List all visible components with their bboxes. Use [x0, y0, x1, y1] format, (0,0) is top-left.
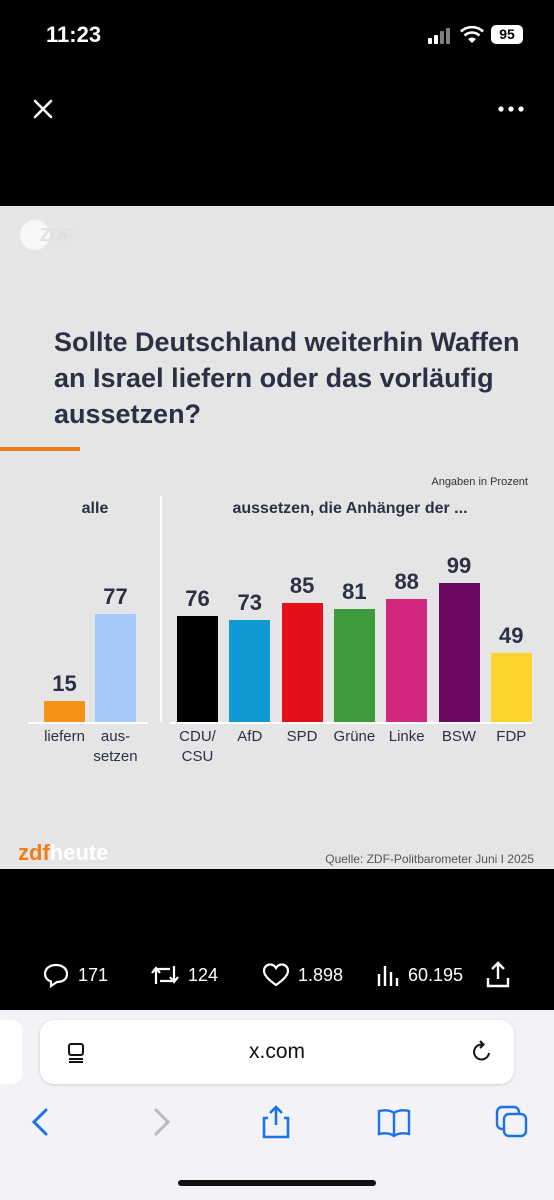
- bar-aussetzen: [95, 614, 136, 722]
- page-menu-icon[interactable]: [66, 1042, 86, 1064]
- bar-value-label: 15: [52, 671, 77, 696]
- category-label: liefern: [44, 728, 85, 745]
- bar-spd: [281, 603, 323, 722]
- reply-count: 171: [78, 964, 109, 985]
- category-label: aus- setzen: [93, 728, 138, 765]
- bookmarks-icon[interactable]: [376, 1104, 412, 1140]
- reply-button[interactable]: 171: [42, 962, 108, 988]
- category-label: FDP: [496, 728, 527, 745]
- right-chart-heading: aussetzen, die Anhänger der ...: [232, 500, 468, 517]
- share-icon[interactable]: [484, 960, 512, 990]
- bar-liefern: [44, 701, 85, 722]
- heart-icon: [262, 963, 290, 987]
- category-label: Linke: [388, 728, 425, 745]
- post-image[interactable]: ZDF Sollte Deutschland weiterhin Waffen …: [0, 206, 554, 869]
- views-icon: [377, 966, 399, 986]
- reload-icon[interactable]: [470, 1040, 494, 1064]
- category-label: BSW: [441, 728, 477, 745]
- bar-bsw: [438, 583, 480, 722]
- forward-icon[interactable]: [142, 1104, 178, 1140]
- like-button[interactable]: 1.898: [262, 962, 343, 988]
- repost-count: 124: [188, 964, 219, 985]
- share-sheet-icon[interactable]: [258, 1104, 294, 1140]
- bar-value-label: 76: [185, 585, 210, 611]
- bar-grüne: [333, 608, 375, 722]
- tabs-icon[interactable]: [494, 1104, 530, 1140]
- bar-value-label: 85: [289, 573, 315, 598]
- wifi-icon: [460, 26, 484, 43]
- close-icon[interactable]: [28, 94, 58, 124]
- category-label: AfD: [237, 728, 263, 745]
- bar-cducsu: [177, 615, 218, 722]
- views-count: 60.195: [408, 964, 464, 985]
- left-chart-heading: alle: [81, 500, 109, 517]
- back-icon[interactable]: [24, 1104, 60, 1140]
- chart-divider: [160, 496, 162, 722]
- chart-headline: Sollte Deutschland weiterhin Waffen an I…: [54, 327, 520, 429]
- bar-fdp: [490, 653, 532, 722]
- category-label: CDU/ CSU: [179, 728, 216, 765]
- zdf-logo: ZDF: [20, 220, 80, 250]
- bar-value-label: 49: [499, 623, 524, 649]
- bar-afd: [229, 619, 271, 722]
- battery-indicator: 95: [491, 25, 523, 44]
- status-time: 11:23: [46, 22, 102, 47]
- more-options-icon[interactable]: [495, 100, 527, 118]
- bar-value-label: 88: [394, 568, 419, 594]
- previous-tab-preview[interactable]: [0, 1020, 22, 1084]
- zdfheute-logo: zdfheute: [18, 840, 109, 865]
- bar-chart: 15 liefern 77 aus- setzen 76 CDU/ CSU 73 AfD 85 S…: [0, 206, 554, 869]
- views-button[interactable]: 60.195: [376, 962, 463, 988]
- bar-value-label: 99: [446, 553, 472, 579]
- accent-line: [0, 447, 80, 451]
- source-note: Quelle: ZDF-Politbarometer Juni I 2025: [325, 852, 534, 866]
- address-bar[interactable]: x.com: [40, 1020, 514, 1084]
- bar-value-label: 77: [103, 584, 128, 610]
- repost-icon: [151, 966, 179, 984]
- bar-value-label: 81: [342, 578, 367, 604]
- category-label: Grüne: [333, 728, 376, 745]
- bar-linke: [386, 598, 428, 722]
- reply-icon: [43, 963, 69, 988]
- left-baseline: [28, 722, 148, 724]
- home-indicator: [178, 1180, 376, 1186]
- units-note: Angaben in Prozent: [431, 476, 528, 488]
- url-text: x.com: [248, 1040, 305, 1063]
- like-count: 1.898: [298, 964, 344, 985]
- right-baseline: [170, 722, 532, 724]
- cellular-signal-icon: [428, 28, 452, 44]
- category-label: SPD: [286, 728, 318, 745]
- repost-button[interactable]: 124: [150, 962, 218, 988]
- bar-value-label: 73: [237, 589, 263, 615]
